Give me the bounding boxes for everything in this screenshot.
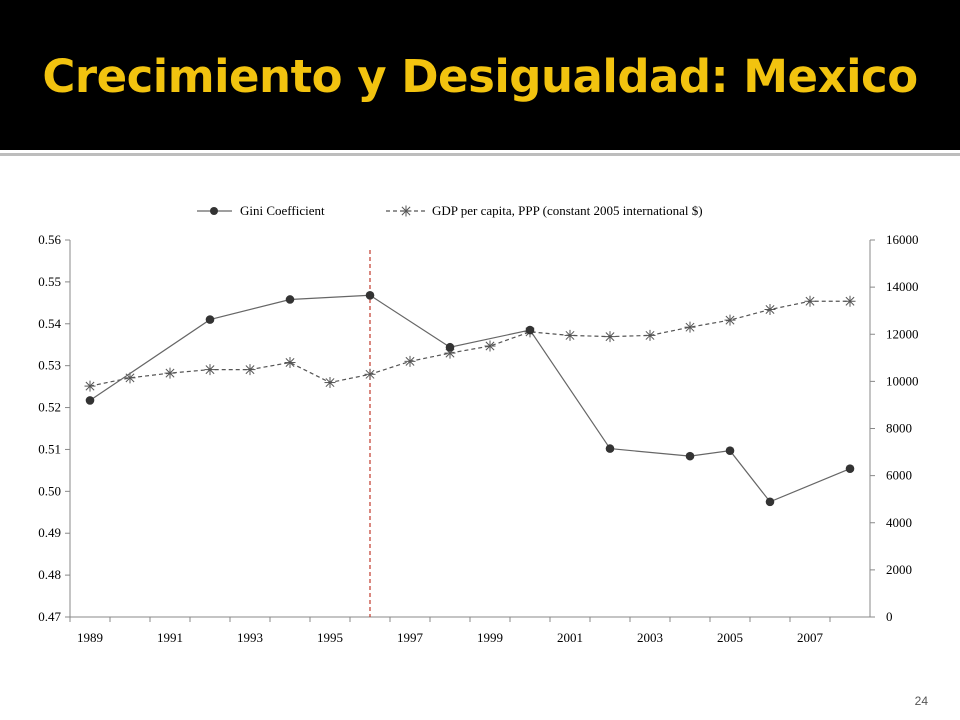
- title-divider-gap: [0, 150, 960, 152]
- legend-gini-label: Gini Coefficient: [240, 203, 325, 218]
- gdp-point: [284, 357, 296, 369]
- gdp-point: [724, 314, 736, 326]
- gdp-point: [404, 355, 416, 367]
- x-tick-label: 2007: [797, 630, 824, 645]
- x-tick-label: 1991: [157, 630, 183, 645]
- slide-number: 24: [914, 694, 928, 708]
- x-tick-label: 2003: [637, 630, 663, 645]
- slide-title: Crecimiento y Desigualdad: Mexico: [42, 50, 918, 103]
- legend: Gini Coefficient GDP per capita, PPP (co…: [197, 203, 703, 218]
- gdp-series: [84, 295, 856, 392]
- legend-gdp-star: [400, 205, 412, 217]
- gdp-point: [564, 329, 576, 341]
- gdp-point: [484, 340, 496, 352]
- gdp-point: [644, 329, 656, 341]
- gdp-point: [164, 367, 176, 379]
- legend-gini-marker: [210, 207, 218, 215]
- gini-point: [205, 315, 215, 324]
- gdp-point: [244, 364, 256, 376]
- gdp-point: [204, 364, 216, 376]
- right-tick-label: 10000: [886, 373, 919, 388]
- axes: 0.47 0.48 0.49 0.50 0.51 0.52 0.53 0.54 0.55 0.56…: [38, 232, 918, 645]
- left-tick-label: 0.48: [38, 567, 61, 582]
- x-tick-label: 1997: [397, 630, 424, 645]
- gdp-point: [84, 380, 96, 392]
- gdp-point: [604, 331, 616, 343]
- gini-series: [85, 290, 855, 507]
- x-tick-label: 1993: [237, 630, 263, 645]
- x-tick-label: 1989: [77, 630, 103, 645]
- left-tick-label: 0.56: [38, 232, 61, 247]
- gini-point: [765, 497, 775, 507]
- right-tick-label: 14000: [886, 279, 919, 294]
- title-bar: Crecimiento y Desigualdad: Mexico: [0, 0, 960, 150]
- left-tick-label: 0.51: [38, 441, 61, 456]
- title-divider: [0, 153, 960, 156]
- gini-point: [685, 451, 695, 461]
- gini-point: [525, 325, 535, 335]
- right-tick-label: 12000: [886, 326, 919, 341]
- gdp-point: [364, 368, 376, 380]
- left-tick-label: 0.49: [38, 525, 61, 540]
- gini-point: [285, 295, 295, 304]
- gini-point: [605, 444, 615, 453]
- left-tick-label: 0.55: [38, 274, 61, 289]
- x-tick-label: 2001: [557, 630, 583, 645]
- gini-gdp-chart: 0.47 0.48 0.49 0.50 0.51 0.52 0.53 0.54 0.55 0.56…: [38, 203, 918, 645]
- legend-gdp-label: GDP per capita, PPP (constant 2005 inter…: [432, 203, 703, 218]
- gdp-line: [89, 300, 850, 387]
- left-tick-label: 0.47: [38, 609, 61, 624]
- left-tick-label: 0.50: [38, 483, 61, 498]
- right-tick-label: 8000: [886, 421, 912, 436]
- gini-point: [85, 396, 95, 405]
- right-tick-label: 6000: [886, 468, 912, 483]
- gdp-point: [844, 295, 856, 307]
- right-tick-label: 16000: [886, 232, 919, 247]
- gini-point: [725, 446, 735, 456]
- gini-line: [89, 294, 851, 503]
- left-tick-label: 0.53: [38, 358, 61, 373]
- x-tick-label: 1995: [317, 630, 343, 645]
- right-tick-label: 2000: [886, 562, 912, 577]
- right-tick-label: 0: [886, 609, 893, 624]
- gini-point: [845, 464, 855, 474]
- right-tick-label: 4000: [886, 515, 912, 530]
- left-tick-label: 0.52: [38, 400, 61, 415]
- gdp-point: [684, 321, 696, 333]
- left-tick-label: 0.54: [38, 316, 61, 331]
- x-tick-label: 1999: [477, 630, 503, 645]
- gdp-point: [804, 295, 816, 307]
- legend-gdp-marker: [400, 205, 412, 217]
- gdp-point: [324, 377, 336, 389]
- x-tick-label: 2005: [717, 630, 743, 645]
- gini-point: [445, 342, 455, 352]
- gini-point: [365, 290, 375, 300]
- gdp-point: [764, 304, 776, 316]
